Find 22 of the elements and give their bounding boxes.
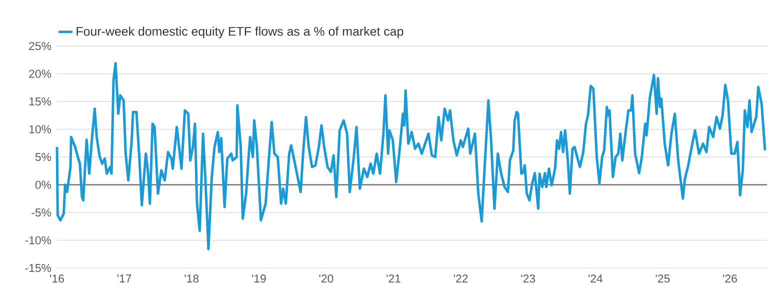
y-tick-label: -10% <box>25 236 52 244</box>
legend-label: Four-week domestic equity ETF flows as a % of market cap <box>76 26 404 38</box>
y-tick-label: 25% <box>29 42 52 50</box>
y-tick-label: 15% <box>29 97 52 106</box>
y-tick-label: 10% <box>29 125 52 134</box>
x-tick-label: '20 <box>319 274 334 283</box>
x-tick-label: '23 <box>521 274 536 283</box>
x-tick-label: '25 <box>656 274 670 283</box>
x-tick-label: '26 <box>723 274 737 283</box>
y-tick-label: 0% <box>35 180 52 189</box>
x-tick-label: '21 <box>386 274 400 283</box>
x-tick-label: '24 <box>588 274 603 283</box>
line-series <box>56 62 766 250</box>
x-tick-label: '16 <box>50 274 64 283</box>
y-tick-label: 20% <box>29 70 52 78</box>
y-tick-label: 5% <box>35 152 52 162</box>
x-tick-label: '18 <box>184 274 199 283</box>
y-tick-label: -5% <box>32 208 52 217</box>
x-tick-label: '22 <box>454 274 468 283</box>
x-tick-label: '17 <box>117 274 132 282</box>
y-tick-label: -15% <box>25 264 52 272</box>
x-tick-label: '19 <box>252 274 266 283</box>
